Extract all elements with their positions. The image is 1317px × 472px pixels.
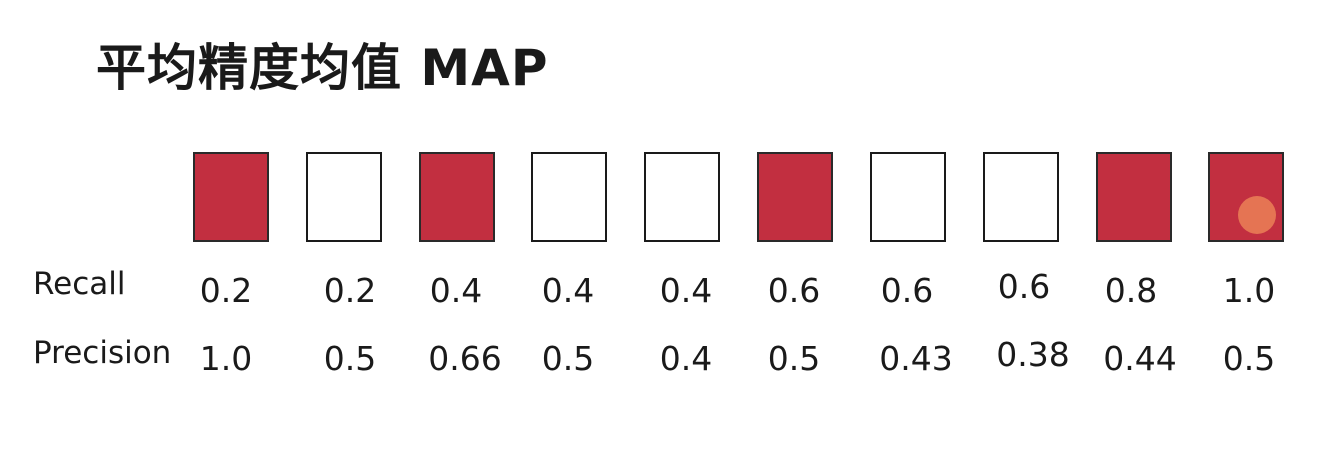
precision-value: 0.43 <box>879 339 953 378</box>
precision-value: 0.66 <box>428 339 502 378</box>
recall-label: Recall <box>33 266 126 302</box>
precision-value: 0.38 <box>996 335 1070 374</box>
precision-label: Precision <box>33 335 172 371</box>
result-box <box>193 152 269 242</box>
cursor-highlight <box>1238 196 1276 234</box>
result-box <box>419 152 495 242</box>
result-box <box>1208 152 1284 242</box>
precision-value: 1.0 <box>199 339 253 378</box>
recall-value: 0.8 <box>1104 271 1158 310</box>
precision-value: 0.5 <box>767 339 821 378</box>
result-box <box>983 152 1059 242</box>
recall-value: 1.0 <box>1222 271 1276 310</box>
recall-value: 0.4 <box>429 271 483 310</box>
precision-value: 0.4 <box>659 339 713 378</box>
precision-value: 0.5 <box>323 339 377 378</box>
result-box <box>644 152 720 242</box>
recall-value: 0.6 <box>767 271 821 310</box>
result-box <box>757 152 833 242</box>
recall-value: 0.4 <box>659 271 713 310</box>
result-box <box>306 152 382 242</box>
precision-value: 0.5 <box>541 339 595 378</box>
recall-value: 0.4 <box>541 271 595 310</box>
recall-value: 0.2 <box>199 271 253 310</box>
result-box <box>870 152 946 242</box>
recall-value: 0.6 <box>997 267 1051 306</box>
precision-value: 0.44 <box>1103 339 1177 378</box>
result-box <box>1096 152 1172 242</box>
recall-value: 0.6 <box>880 271 934 310</box>
slide-title: 平均精度均值 MAP <box>96 39 549 97</box>
precision-value: 0.5 <box>1222 339 1276 378</box>
result-box <box>531 152 607 242</box>
recall-value: 0.2 <box>323 271 377 310</box>
